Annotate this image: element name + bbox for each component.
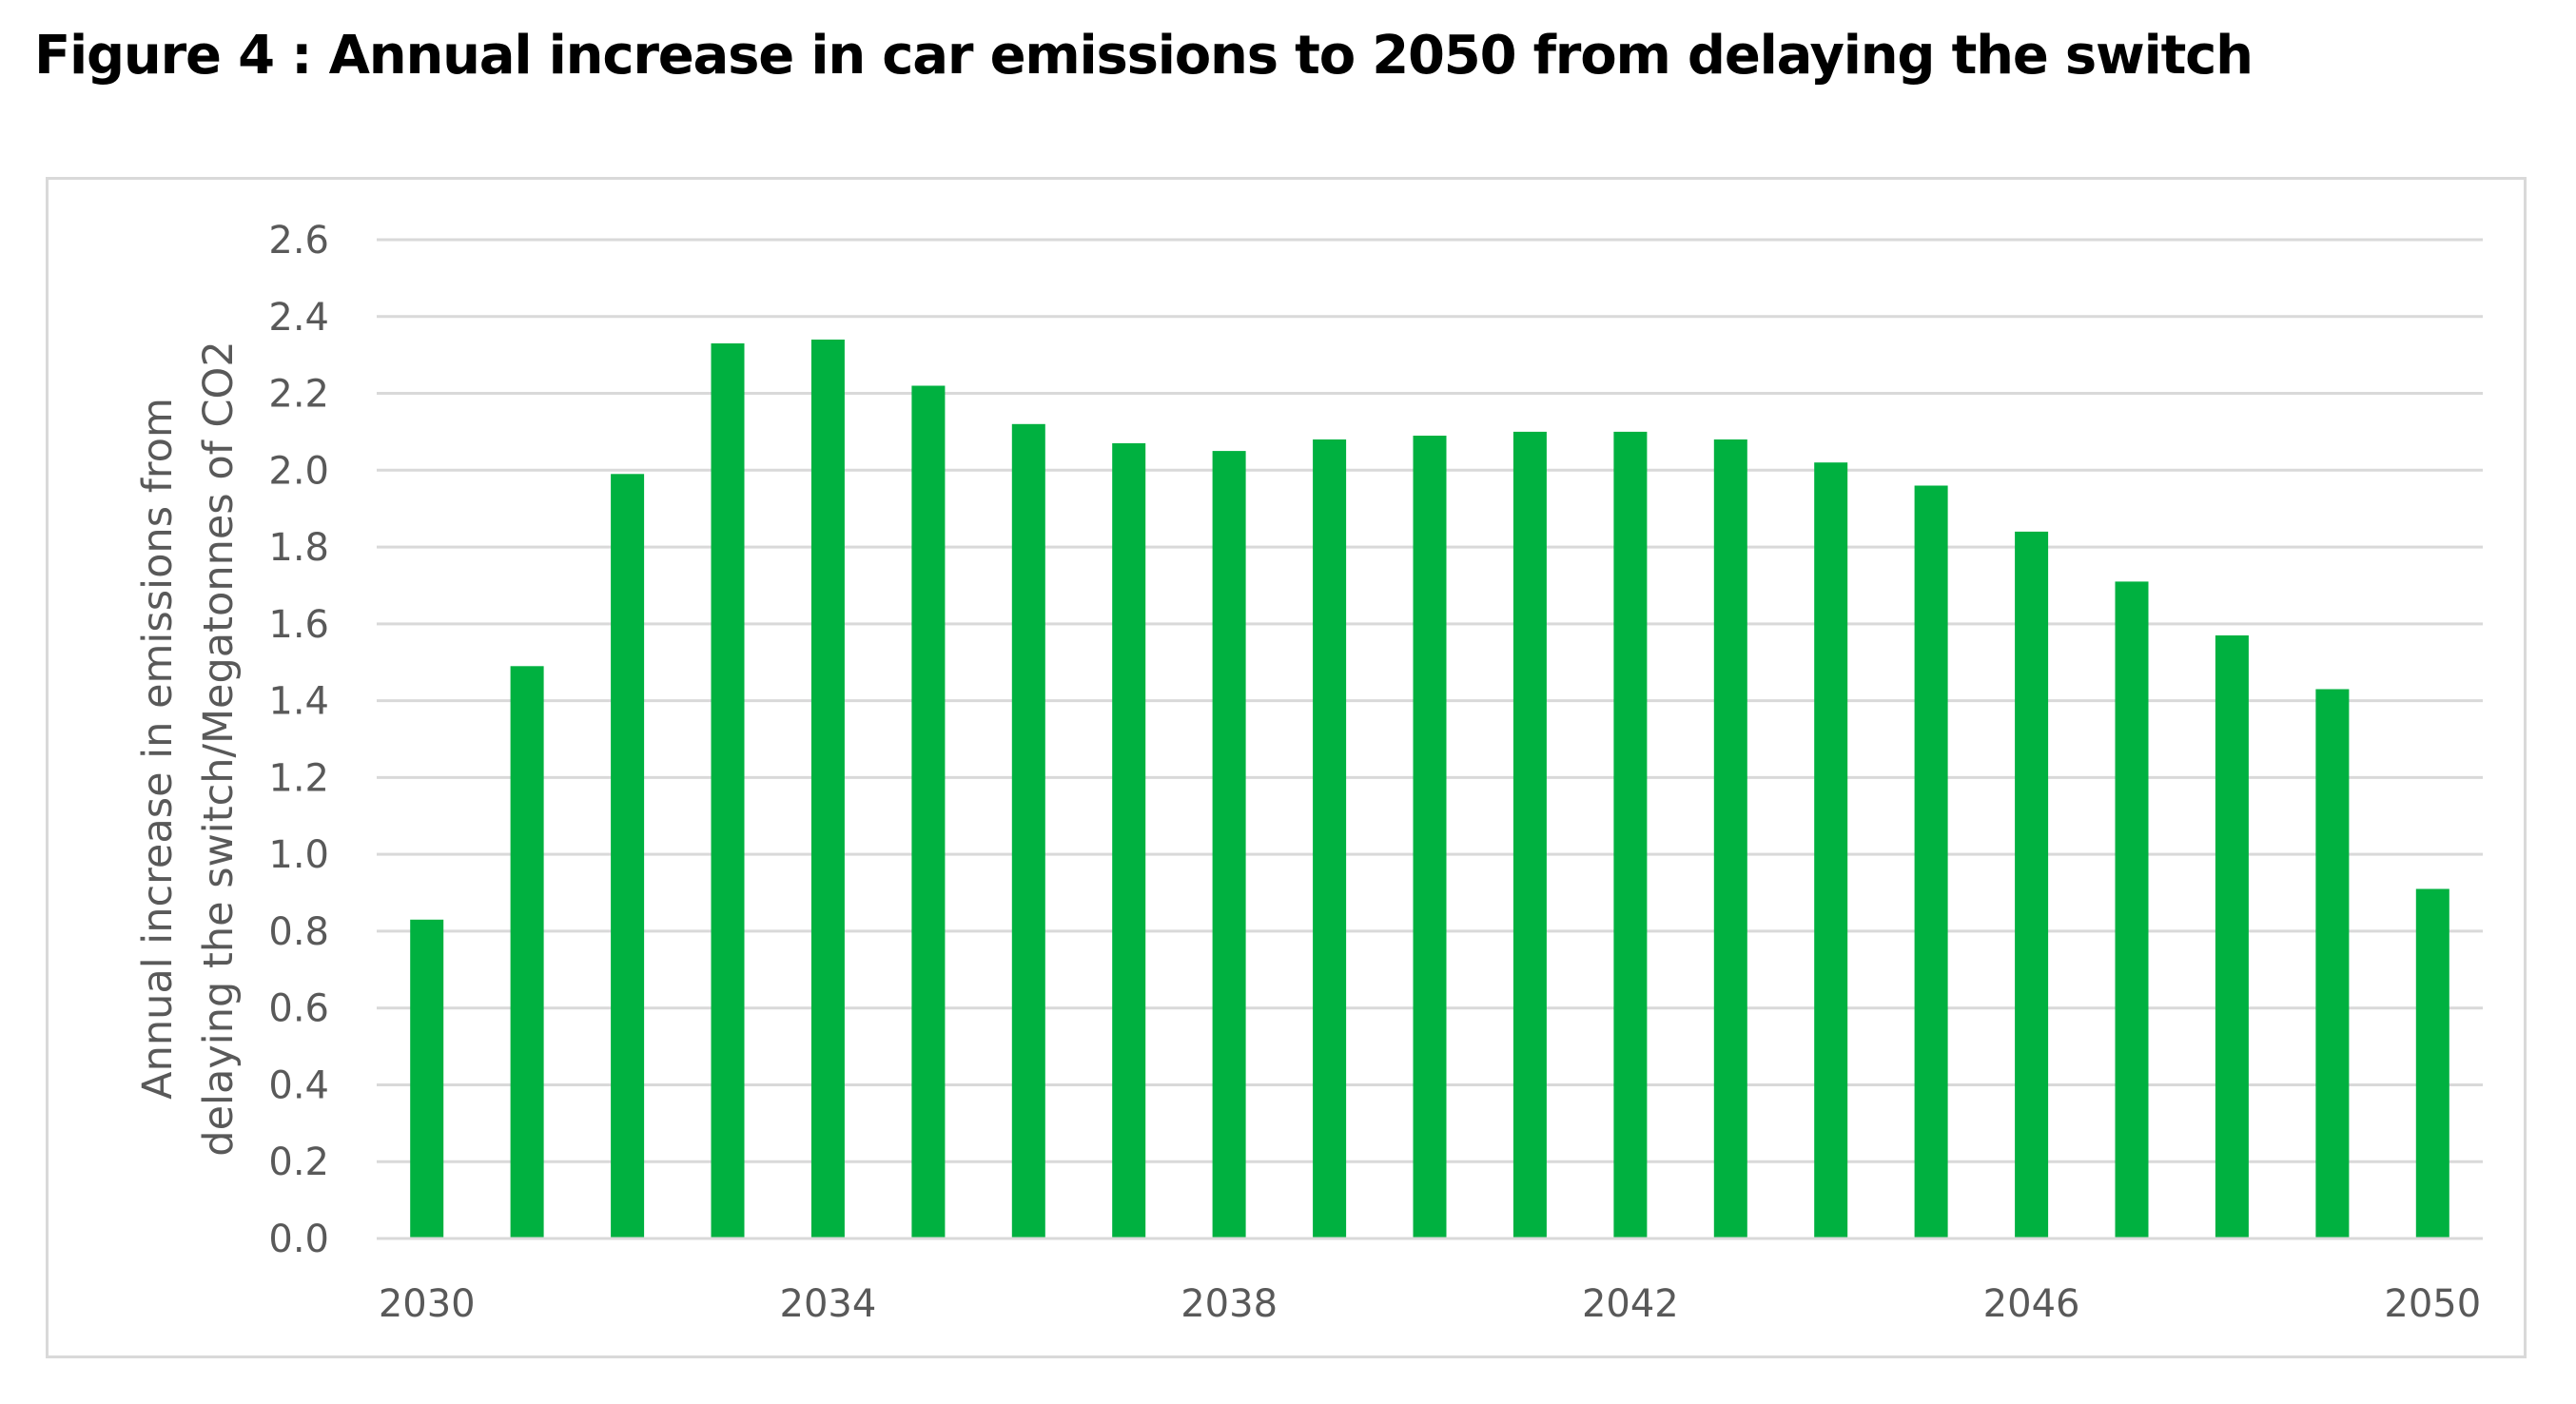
y-tick-label: 1.6 — [268, 603, 329, 647]
bar-2049 — [2315, 689, 2350, 1238]
bar-2043 — [1713, 439, 1747, 1238]
bar-2038 — [1212, 451, 1246, 1239]
bar-2042 — [1613, 431, 1648, 1238]
y-tick-label: 0.8 — [268, 910, 329, 954]
x-tick-label: 2046 — [1983, 1282, 2080, 1326]
x-tick-label: 2034 — [780, 1282, 877, 1326]
bar-2041 — [1512, 431, 1547, 1238]
bar-2046 — [2015, 531, 2049, 1238]
y-tick-label: 2.0 — [268, 449, 329, 493]
page-title: Figure 4 : Annual increase in car emissi… — [34, 25, 2254, 87]
bar-2045 — [1914, 485, 1948, 1238]
y-tick-label: 1.8 — [268, 526, 329, 570]
y-tick-label: 1.0 — [268, 833, 329, 877]
y-tick-label: 0.6 — [268, 987, 329, 1031]
bar-2031 — [510, 666, 544, 1238]
bar-2034 — [810, 340, 845, 1238]
bar-2032 — [611, 474, 645, 1238]
bar-2050 — [2415, 888, 2449, 1238]
y-tick-label: 0.0 — [268, 1218, 329, 1261]
bar-2033 — [711, 343, 745, 1238]
bar-2048 — [2215, 635, 2249, 1238]
x-tick-label: 2050 — [2384, 1282, 2481, 1326]
y-tick-label: 2.2 — [268, 373, 329, 417]
bar-2036 — [1011, 423, 1045, 1238]
x-axis-ticks: 2030 2034 2038 2042 2046 2050 — [379, 1282, 2481, 1326]
x-tick-label: 2042 — [1582, 1282, 1679, 1326]
y-tick-label: 0.2 — [268, 1141, 329, 1184]
x-tick-label: 2038 — [1181, 1282, 1278, 1326]
bar-2044 — [1814, 462, 1848, 1238]
y-tick-label: 2.4 — [268, 296, 329, 340]
y-tick-label: 2.6 — [268, 219, 329, 263]
x-tick-label: 2030 — [379, 1282, 476, 1326]
bar-2030 — [410, 919, 444, 1238]
y-tick-label: 1.4 — [268, 680, 329, 724]
bar-2039 — [1313, 439, 1347, 1238]
y-tick-label: 1.2 — [268, 756, 329, 800]
y-tick-label: 0.4 — [268, 1063, 329, 1107]
y-axis-title: Annual increase in emissions from delayin… — [134, 341, 243, 1156]
bar-series — [410, 340, 2449, 1239]
bar-2035 — [911, 385, 946, 1238]
bar-2047 — [2115, 581, 2149, 1238]
y-axis-ticks: 0.0 0.2 0.4 0.6 0.8 1.0 1.2 1.4 1.6 1.8 2.0 2.2 2.4 2… — [268, 219, 329, 1261]
bar-2037 — [1112, 443, 1146, 1238]
y-axis-title-line: delaying the switch/Megatonnes of CO2 — [195, 341, 243, 1156]
y-axis-title-line: Annual increase in emissions from — [134, 398, 182, 1100]
bar-2040 — [1413, 436, 1447, 1238]
